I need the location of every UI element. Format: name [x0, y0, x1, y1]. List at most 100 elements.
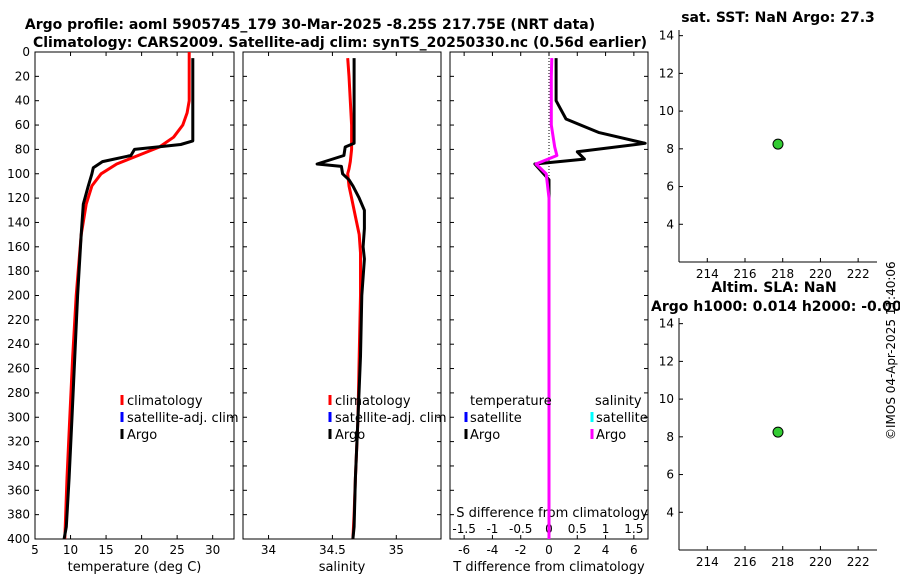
differences-series-s-argo: [534, 58, 559, 539]
differences-xtick-label: 6: [630, 543, 638, 557]
temperature-ytick-label: 260: [7, 362, 30, 376]
temperature-ytick-label: 120: [7, 191, 30, 205]
temperature-series-argo: [62, 58, 195, 540]
temperature-xtick-label: 10: [63, 543, 78, 557]
title-line-1: Argo profile: aoml 5905745_179 30-Mar-20…: [25, 17, 595, 33]
differences-legend-right-label: Argo: [596, 428, 626, 443]
temperature-panel: 5 10 15 20 25 3002040608010012014016018020022…: [7, 45, 239, 575]
differences-xlabel: T difference from climatology: [452, 560, 645, 575]
temperature-ytick-label: 320: [7, 435, 30, 449]
differences-s-xtick-label: -1.5: [452, 522, 475, 536]
temperature-ytick-label: 220: [7, 313, 30, 327]
differences-s-xlabel: S difference from climatology: [456, 506, 648, 521]
sla_map-argo-point: [772, 426, 784, 438]
salinity-xtick-label: 34.5: [319, 543, 346, 557]
differences-xtick-label: -2: [515, 543, 527, 557]
salinity-legend-label: satellite-adj. clim: [335, 411, 447, 426]
sst_map-xtick-label: 220: [809, 267, 832, 281]
temperature-ytick-label: 340: [7, 459, 30, 473]
difference-panel: -6 -4 -2 0 2 4 6-1.5 -1 -0.5 0 0.5 1 1.5S difference…: [449, 51, 649, 575]
sla_map-title: Altim. SLA: NaN: [711, 280, 836, 296]
temperature-ytick-label: 200: [7, 289, 30, 303]
temperature-xtick-label: 15: [98, 543, 113, 557]
differences-xtick-label: -4: [486, 543, 498, 557]
differences-s-xtick-label: 1: [602, 522, 610, 536]
sst_map-ytick-label: 12: [659, 66, 674, 80]
differences-legend-left-label: satellite: [470, 411, 522, 426]
sla_map-xtick-label: 220: [809, 555, 832, 569]
differences-xtick-label: 4: [602, 543, 610, 557]
sla_map-ytick-label: 6: [666, 468, 674, 482]
temperature-ytick-label: 80: [15, 142, 30, 156]
differences-s-xtick-label: 1.5: [624, 522, 643, 536]
temperature-ytick-label: 100: [7, 167, 30, 181]
sst_map-ytick-label: 6: [666, 180, 674, 194]
differences-xtick-label: -6: [458, 543, 470, 557]
sla_map-ytick-label: 10: [659, 392, 674, 406]
sla_map-subtitle: Argo h1000: 0.014 h2000: -0.0079: [651, 299, 900, 315]
temperature-xtick-label: 5: [31, 543, 39, 557]
temperature-xlabel: temperature (deg C): [68, 560, 202, 575]
sst_map-ytick-label: 10: [659, 104, 674, 118]
temperature-ytick-label: 40: [15, 94, 30, 108]
temperature-series-climatology: [63, 52, 191, 540]
temperature-ytick-label: 140: [7, 215, 30, 229]
temperature-ytick-label: 0: [22, 45, 30, 59]
temperature-xtick-label: 20: [134, 543, 149, 557]
sst_map-argo-point: [772, 138, 784, 150]
salinity-xlabel: salinity: [319, 560, 366, 575]
temperature-xtick-label: 25: [170, 543, 185, 557]
sst_map-xtick-label: 222: [847, 267, 870, 281]
temperature-xtick-label: 30: [205, 543, 220, 557]
temperature-legend-label: satellite-adj. clim: [127, 411, 239, 426]
sla_map-ytick-label: 8: [666, 430, 674, 444]
title-line-2: Climatology: CARS2009. Satellite-adj cli…: [33, 35, 647, 51]
salinity-legend-label: Argo: [335, 428, 365, 443]
differences-legend-right-label: satellite: [596, 411, 648, 426]
temperature-ytick-label: 380: [7, 508, 30, 522]
differences-s-xtick-label: -1: [486, 522, 498, 536]
sla_map-xtick-label: 222: [847, 555, 870, 569]
salinity-frame: [242, 51, 442, 540]
sla_map-ytick-label: 12: [659, 354, 674, 368]
temperature-ytick-label: 240: [7, 337, 30, 351]
salinity-panel: 34 34.5 35 salinity climatology satellite-adj…: [242, 51, 447, 575]
temperature-legend-label: climatology: [127, 394, 203, 409]
salinity-legend-label: climatology: [335, 394, 411, 409]
sst_map-xtick-label: 216: [734, 267, 757, 281]
temperature-legend-label: Argo: [127, 428, 157, 443]
sst_map-title: sat. SST: NaN Argo: 27.3: [681, 10, 875, 26]
temperature-ytick-label: 300: [7, 410, 30, 424]
sst_map-ytick-label: 8: [666, 142, 674, 156]
temperature-ytick-label: 360: [7, 483, 30, 497]
differences-legend-left-header: temperature: [470, 394, 552, 409]
differences-s-xtick-label: 0.5: [568, 522, 587, 536]
salinity-xtick-label: 34: [261, 543, 276, 557]
sla_map-xtick-label: 218: [771, 555, 794, 569]
temperature-ytick-label: 180: [7, 264, 30, 278]
sla_map-xtick-label: 214: [696, 555, 719, 569]
temperature-frame: [34, 51, 235, 540]
differences-xtick-label: 2: [573, 543, 581, 557]
differences-legend-left-label: Argo: [470, 428, 500, 443]
sla-map-panel: 214 216 218 220 222 4 6 8 10 12 14 Altim. SLA: NaN A…: [651, 280, 900, 569]
sst_map-xtick-label: 218: [771, 267, 794, 281]
temperature-ytick-label: 60: [15, 118, 30, 132]
differences-legend-right-header: salinity: [595, 394, 642, 409]
temperature-ytick-label: 400: [7, 532, 30, 546]
imos-watermark: ©IMOS 04-Apr-2025 11:40:06: [884, 261, 898, 440]
salinity-xtick-label: 35: [389, 543, 404, 557]
temperature-ytick-label: 280: [7, 386, 30, 400]
temperature-ytick-label: 20: [15, 69, 30, 83]
salinity-series-argo: [315, 58, 366, 540]
differences-xtick-label: 0: [545, 543, 553, 557]
sst_map-ytick-label: 4: [666, 217, 674, 231]
sst-map-panel: 214 216 218 220 222 4 6 8 10 12 14 sat. SST: NaN Ar…: [659, 10, 877, 281]
temperature-ytick-label: 160: [7, 240, 30, 254]
sla_map-ytick-label: 4: [666, 505, 674, 519]
sla_map-xtick-label: 216: [734, 555, 757, 569]
sst_map-xtick-label: 214: [696, 267, 719, 281]
sst_map-ytick-label: 14: [659, 29, 674, 43]
sla_map-ytick-label: 14: [659, 317, 674, 331]
